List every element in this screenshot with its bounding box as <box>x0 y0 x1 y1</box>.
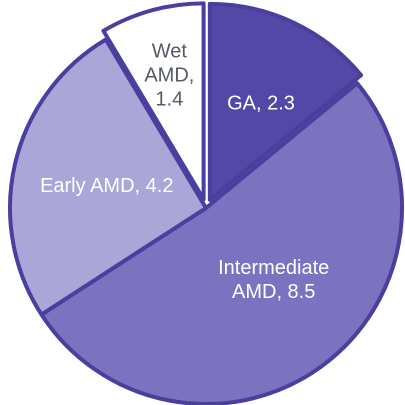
pie-slice-wet-amd <box>101 1 206 202</box>
pie-slice-ga <box>207 1 364 202</box>
pie-slice-intermediate-amd <box>39 81 404 405</box>
pie-slices <box>8 1 404 405</box>
pie-label-intermediate-amd: Intermediate AMD, 8.5 <box>218 257 329 303</box>
pie-slice-early-amd <box>8 37 208 317</box>
pie-label-wet-amd: Wet AMD, 1.4 <box>144 41 194 111</box>
pie-labels: GA, 2.3 Intermediate AMD, 8.5 Early AMD, 4.… <box>40 41 329 303</box>
pie-label-ga: GA, 2.3 <box>227 93 295 115</box>
pie-label-early-amd: Early AMD, 4.2 <box>40 175 173 197</box>
